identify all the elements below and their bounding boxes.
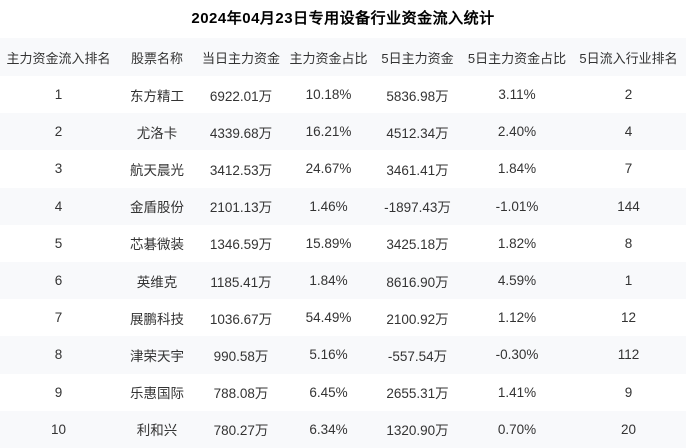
main-capital-ratio-cell: 1.84%	[309, 273, 348, 289]
5day-main-capital-ratio-cell: 1.82%	[497, 235, 537, 251]
today-main-capital-cell: 1346.59万	[209, 237, 273, 253]
today-main-capital-cell: 3412.53万	[209, 162, 273, 178]
5day-main-capital-cell: 8616.90万	[386, 274, 449, 290]
5day-industry-rank-cell: 1	[624, 273, 633, 289]
5day-main-capital-ratio-header: 5日主力资金占比	[463, 38, 571, 76]
5day-main-capital-cell: 2100.92万	[386, 311, 449, 327]
main-capital-ratio-cell: 1.46%	[309, 198, 348, 214]
table-row: 10 利和兴 780.27万 6.34% 1320.90万 0.70% 20	[0, 410, 686, 448]
main-capital-ratio-cell: 10.18%	[305, 87, 352, 103]
table-row: 4 金盾股份 2101.13万 1.46% -1897.43万 -1.01% 144	[0, 187, 686, 225]
capital-flow-table: 主力资金流入排名 股票名称 当日主力资金 主力资金占比 5日主力资金 5日主力资金占比 5日…	[0, 38, 686, 448]
today-main-capital-cell: 4339.68万	[209, 125, 273, 141]
rank-header: 主力资金流入排名	[0, 38, 117, 76]
stock-name-cell: 展鹏科技	[130, 311, 184, 327]
rank-cell: 6	[54, 273, 63, 289]
stock-name-cell: 乐惠国际	[130, 386, 184, 402]
stock-name-cell: 航天晨光	[130, 162, 184, 178]
5day-industry-rank-cell: 12	[620, 310, 637, 326]
table-row: 1 东方精工 6922.01万 10.18% 5836.98万 3.11% 2	[0, 76, 686, 114]
5day-main-capital-cell: -557.54万	[387, 348, 448, 364]
stock-name-cell: 尤洛卡	[136, 125, 178, 141]
stock-name-cell: 利和兴	[136, 423, 178, 439]
main-capital-ratio-cell: 6.34%	[309, 421, 348, 437]
5day-main-capital-ratio-cell: 1.41%	[497, 384, 537, 400]
rank-cell: 5	[54, 235, 63, 251]
5day-industry-rank-header: 5日流入行业排名	[571, 38, 686, 76]
table-row: 2 尤洛卡 4339.68万 16.21% 4512.34万 2.40% 4	[0, 113, 686, 151]
5day-industry-rank-cell: 7	[624, 161, 633, 177]
today-main-capital-cell: 1185.41万	[210, 274, 272, 290]
today-main-capital-cell: 2101.13万	[209, 200, 273, 216]
5day-main-capital-cell: 4512.34万	[386, 125, 449, 141]
5day-main-capital-ratio-cell: 2.40%	[497, 124, 537, 140]
5day-industry-rank-cell: 9	[624, 384, 633, 400]
today-main-capital-cell: 1036.67万	[209, 311, 273, 327]
5day-industry-rank-cell: 2	[624, 87, 633, 103]
5day-main-capital-ratio-cell: 1.84%	[497, 161, 537, 177]
5day-main-capital-ratio-cell: 4.59%	[497, 273, 537, 289]
main-capital-ratio-cell: 6.45%	[309, 384, 348, 400]
5day-main-capital-ratio-cell: -1.01%	[495, 198, 539, 214]
stock-name-cell: 金盾股份	[130, 200, 184, 216]
5day-industry-rank-cell: 4	[624, 124, 633, 140]
5day-industry-rank-cell: 20	[620, 421, 637, 437]
main-capital-ratio-cell: 16.21%	[305, 124, 352, 140]
rank-cell: 8	[54, 347, 63, 363]
today-main-capital-cell: 780.27万	[213, 423, 269, 439]
5day-main-capital-header: 5日主力资金	[372, 38, 463, 76]
5day-main-capital-cell: 3461.41万	[386, 162, 449, 178]
today-main-capital-header: 当日主力资金	[197, 38, 285, 76]
rank-cell: 9	[54, 384, 63, 400]
5day-main-capital-ratio-cell: 1.12%	[497, 310, 537, 326]
page-title: 2024年04月23日专用设备行业资金流入统计	[191, 10, 495, 27]
stock-name-cell: 芯碁微装	[130, 237, 184, 253]
table-row: 5 芯碁微装 1346.59万 15.89% 3425.18万 1.82% 8	[0, 224, 686, 262]
5day-main-capital-ratio-cell: 0.70%	[497, 421, 537, 437]
main-capital-ratio-cell: 24.67%	[305, 161, 352, 177]
rank-cell: 7	[54, 310, 63, 326]
5day-main-capital-cell: 2655.31万	[386, 386, 449, 402]
main-capital-ratio-cell: 54.49%	[305, 310, 352, 326]
5day-main-capital-ratio-cell: -0.30%	[495, 347, 539, 363]
5day-main-capital-cell: -1897.43万	[384, 200, 451, 216]
5day-industry-rank-cell: 144	[617, 198, 640, 214]
table-row: 8 津荣天宇 990.58万 5.16% -557.54万 -0.30% 112	[0, 336, 686, 374]
today-main-capital-cell: 788.08万	[213, 386, 269, 402]
today-main-capital-cell: 990.58万	[213, 348, 269, 364]
main-capital-ratio-cell: 15.89%	[305, 235, 352, 251]
main-capital-ratio-header: 主力资金占比	[285, 38, 372, 76]
rank-cell: 1	[54, 87, 63, 103]
5day-main-capital-cell: 3425.18万	[386, 237, 449, 253]
table-header-row: 主力资金流入排名 股票名称 当日主力资金 主力资金占比 5日主力资金 5日主力资金占比 5日…	[0, 38, 686, 76]
5day-main-capital-cell: 5836.98万	[386, 88, 449, 104]
5day-industry-rank-cell: 8	[624, 235, 633, 251]
table-row: 9 乐惠国际 788.08万 6.45% 2655.31万 1.41% 9	[0, 373, 686, 411]
stock-name-cell: 东方精工	[130, 88, 184, 104]
rank-cell: 3	[54, 161, 63, 177]
stock-name-cell: 英维克	[136, 274, 178, 290]
today-main-capital-cell: 6922.01万	[209, 88, 273, 104]
5day-main-capital-ratio-cell: 3.11%	[498, 87, 536, 103]
main-capital-ratio-cell: 5.16%	[309, 347, 348, 363]
stock-name-header: 股票名称	[117, 38, 197, 76]
rank-cell: 4	[54, 198, 63, 214]
rank-cell: 10	[50, 421, 67, 437]
5day-main-capital-cell: 1320.90万	[386, 423, 449, 439]
table-row: 3 航天晨光 3412.53万 24.67% 3461.41万 1.84% 7	[0, 150, 686, 188]
rank-cell: 2	[54, 124, 63, 140]
5day-industry-rank-cell: 112	[617, 347, 640, 363]
table-row: 7 展鹏科技 1036.67万 54.49% 2100.92万 1.12% 12	[0, 299, 686, 337]
table-row: 6 英维克 1185.41万 1.84% 8616.90万 4.59% 1	[0, 261, 686, 300]
stock-name-cell: 津荣天宇	[130, 348, 184, 364]
